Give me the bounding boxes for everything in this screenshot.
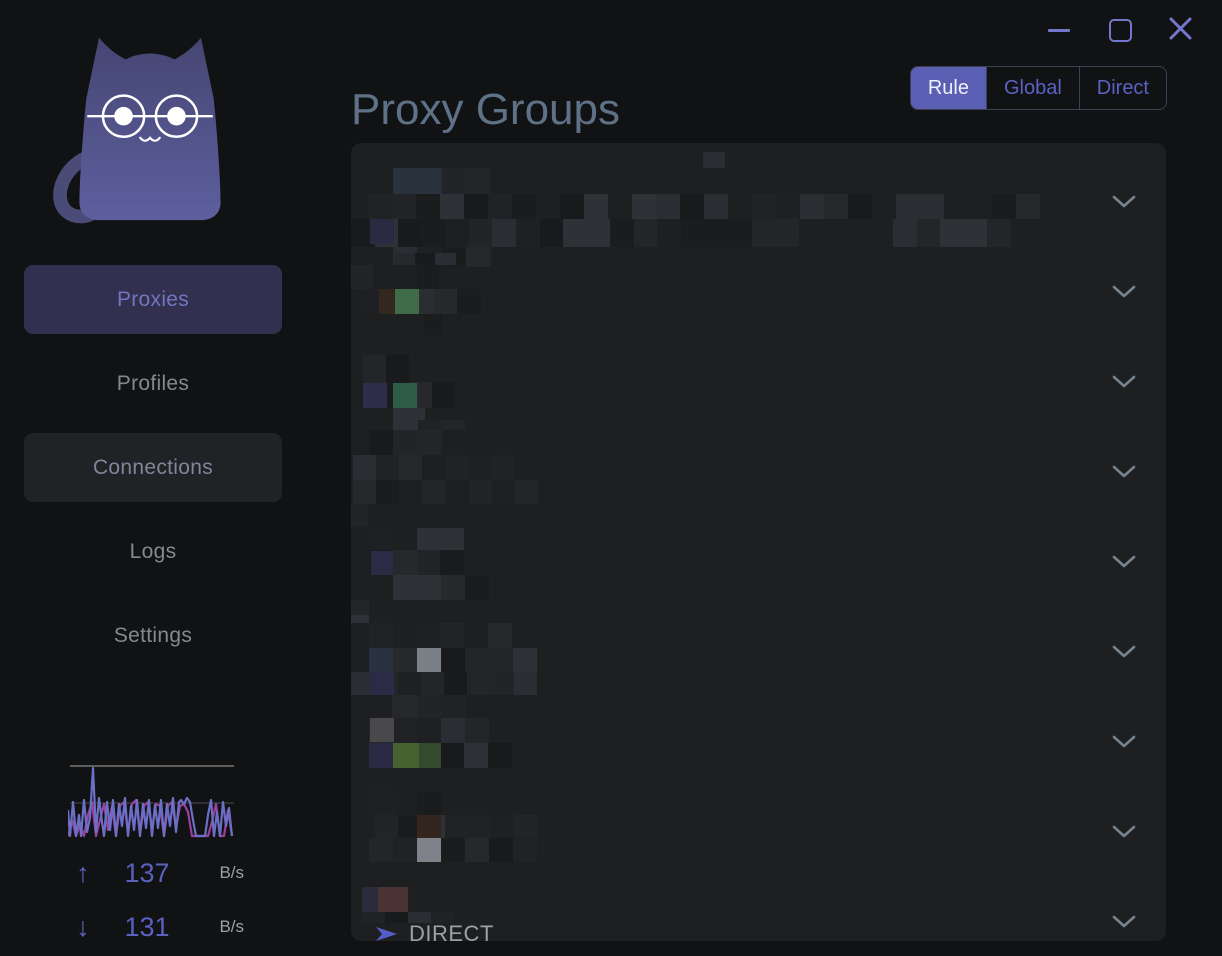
redacted-text — [369, 575, 489, 600]
redacted-text — [369, 838, 537, 862]
app-logo-cat-icon — [53, 37, 221, 224]
redacted-text — [485, 152, 537, 168]
proxy-mode-toggle: Rule Global Direct — [909, 66, 1167, 110]
redacted-text-accent — [369, 743, 393, 768]
redacted-text — [351, 265, 439, 289]
group-expand-button-8[interactable] — [1108, 819, 1140, 843]
redacted-text-accent — [362, 887, 378, 912]
redacted-text — [353, 480, 538, 504]
chevron-down-icon — [1112, 555, 1136, 568]
redacted-text — [362, 912, 454, 923]
minimize-button[interactable] — [1042, 18, 1076, 44]
redacted-text-accent — [393, 168, 441, 194]
redacted-text-accent — [393, 743, 419, 768]
mode-button-rule[interactable]: Rule — [910, 67, 986, 109]
redacted-text-accent — [393, 383, 417, 408]
redacted-text — [369, 623, 512, 648]
direct-label: DIRECT — [409, 921, 494, 941]
redacted-text — [351, 219, 1011, 247]
close-button[interactable] — [1163, 13, 1197, 45]
close-icon — [1169, 17, 1192, 40]
upload-speed: ↑ 137 B/s — [62, 856, 248, 890]
download-speed: ↓ 131 B/s — [62, 910, 248, 944]
redacted-text — [378, 335, 424, 355]
mode-button-direct[interactable]: Direct — [1078, 67, 1166, 109]
chevron-down-icon — [1112, 735, 1136, 748]
redacted-text — [351, 615, 369, 623]
redacted-text — [351, 600, 369, 618]
page-title: Proxy Groups — [351, 85, 620, 135]
group-expand-button-3[interactable] — [1108, 369, 1140, 393]
chevron-down-icon — [1112, 195, 1136, 208]
redacted-text — [363, 355, 455, 382]
group-expand-button-6[interactable] — [1108, 639, 1140, 663]
download-arrow-icon: ↓ — [76, 911, 90, 942]
redacted-text — [368, 194, 1040, 219]
redacted-text-accent — [370, 672, 394, 695]
redacted-text — [369, 648, 537, 672]
group-expand-button-9[interactable] — [1108, 909, 1140, 933]
sidebar-item-connections[interactable]: Connections — [24, 433, 282, 502]
upload-arrow-icon: ↑ — [76, 857, 90, 888]
proxy-group-row-3[interactable] — [351, 336, 1166, 426]
sidebar-item-logs[interactable]: Logs — [129, 539, 177, 563]
redacted-text — [353, 455, 514, 480]
redacted-text-accent — [417, 838, 441, 862]
redacted-text — [369, 430, 442, 455]
maximize-icon — [1109, 19, 1132, 42]
proxy-item-direct[interactable]: DIRECT — [375, 920, 494, 941]
chevron-down-icon — [1112, 375, 1136, 388]
redacted-text — [393, 408, 425, 430]
redacted-text-accent — [417, 815, 441, 838]
redacted-text — [394, 253, 456, 265]
redacted-text-accent — [395, 289, 419, 314]
sidebar: Proxies Profiles Connections Logs Settings ↑… — [0, 0, 305, 956]
chevron-down-icon — [1112, 915, 1136, 928]
group-expand-button-4[interactable] — [1108, 459, 1140, 483]
redacted-text — [352, 815, 537, 838]
minimize-icon — [1048, 29, 1070, 32]
group-expand-button-2[interactable] — [1108, 279, 1140, 303]
redacted-text — [369, 528, 464, 550]
download-value: 131 — [124, 911, 170, 942]
direct-arrow-icon — [376, 927, 397, 941]
chevron-down-icon — [1112, 285, 1136, 298]
mode-button-global[interactable]: Global — [985, 67, 1079, 109]
download-unit: B/s — [219, 917, 244, 936]
redacted-text-accent — [371, 551, 393, 575]
sidebar-item-profiles[interactable]: Profiles — [116, 371, 190, 395]
redacted-text — [351, 504, 368, 526]
redacted-text-accent — [369, 648, 393, 672]
redacted-text-accent — [370, 718, 394, 742]
redacted-text-accent — [378, 887, 408, 912]
group-expand-button-7[interactable] — [1108, 729, 1140, 753]
chevron-down-icon — [1112, 465, 1136, 478]
traffic-graph — [66, 760, 236, 849]
chevron-down-icon — [1112, 645, 1136, 658]
redacted-text — [367, 788, 395, 815]
redacted-text — [681, 152, 725, 168]
upload-unit: B/s — [219, 863, 244, 882]
group-expand-button-1[interactable] — [1108, 189, 1140, 213]
redacted-text-accent — [370, 219, 394, 244]
redacted-text — [417, 792, 442, 815]
redacted-text-accent — [363, 383, 387, 408]
chevron-down-icon — [1112, 825, 1136, 838]
redacted-text — [424, 314, 442, 335]
redacted-text — [418, 420, 465, 430]
maximize-button[interactable] — [1105, 15, 1137, 45]
redacted-text-accent — [417, 648, 441, 672]
upload-value: 137 — [124, 857, 170, 888]
sidebar-item-settings[interactable]: Settings — [113, 623, 193, 647]
sidebar-item-proxies[interactable]: Proxies — [24, 265, 282, 334]
group-expand-button-5[interactable] — [1108, 549, 1140, 573]
proxy-groups-panel: DIRECT — [351, 143, 1166, 941]
redacted-text — [1096, 152, 1114, 168]
redacted-text-accent — [419, 743, 441, 768]
redacted-text — [392, 695, 466, 718]
